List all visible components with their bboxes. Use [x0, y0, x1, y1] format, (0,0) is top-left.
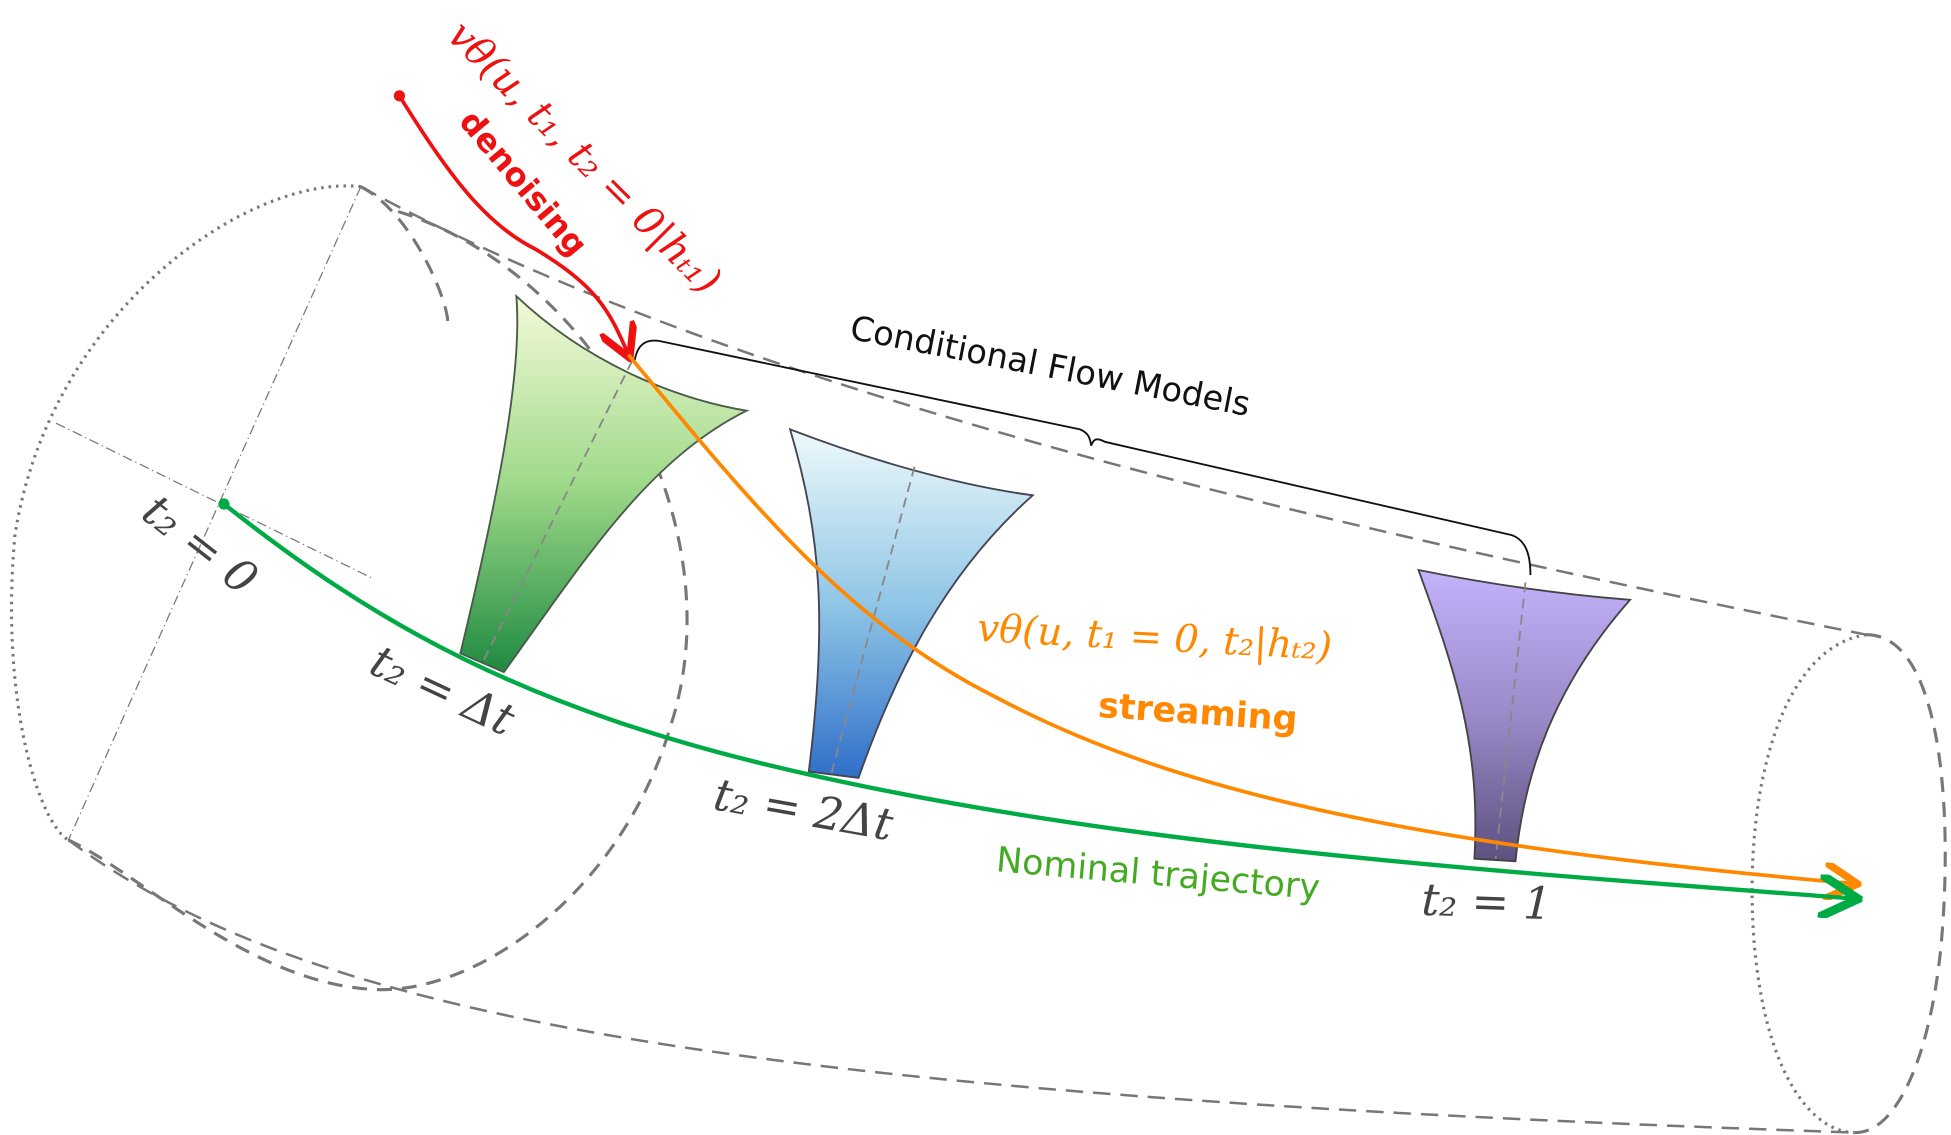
t2-one-label: t₂ = 1	[1421, 873, 1553, 931]
tube-bottom-edge	[67, 839, 1854, 1134]
denoising-trajectory	[397, 94, 628, 355]
streaming-trajectory	[626, 353, 1854, 884]
left-cross-line	[55, 422, 374, 580]
right-ellipse-back	[1750, 633, 1867, 1135]
left-diameter-line	[67, 186, 362, 841]
streaming-formula: vθ(u, t₁ = 0, t₂|hₜ₂)	[976, 606, 1333, 670]
conditional-flow-models-brace	[633, 339, 1532, 575]
nominal-start-point	[218, 498, 230, 510]
tube	[9, 184, 1947, 1135]
tube-top-edge	[360, 185, 1867, 636]
left-section-ellipse	[67, 185, 689, 992]
t2-zero-label: t₂ = 0	[133, 483, 268, 605]
streaming-label: streaming	[1097, 686, 1299, 740]
funnel-purple	[1417, 568, 1632, 863]
right-ellipse-front	[1853, 633, 1947, 1135]
left-end-ellipse-back	[9, 184, 362, 842]
t2-2delta-t-label: t₂ = 2Δt	[710, 768, 898, 852]
nominal-trajectory	[222, 502, 1854, 899]
funnel-green	[459, 293, 750, 674]
funnel-blue	[788, 427, 1035, 779]
denoising-start-point	[393, 90, 406, 102]
